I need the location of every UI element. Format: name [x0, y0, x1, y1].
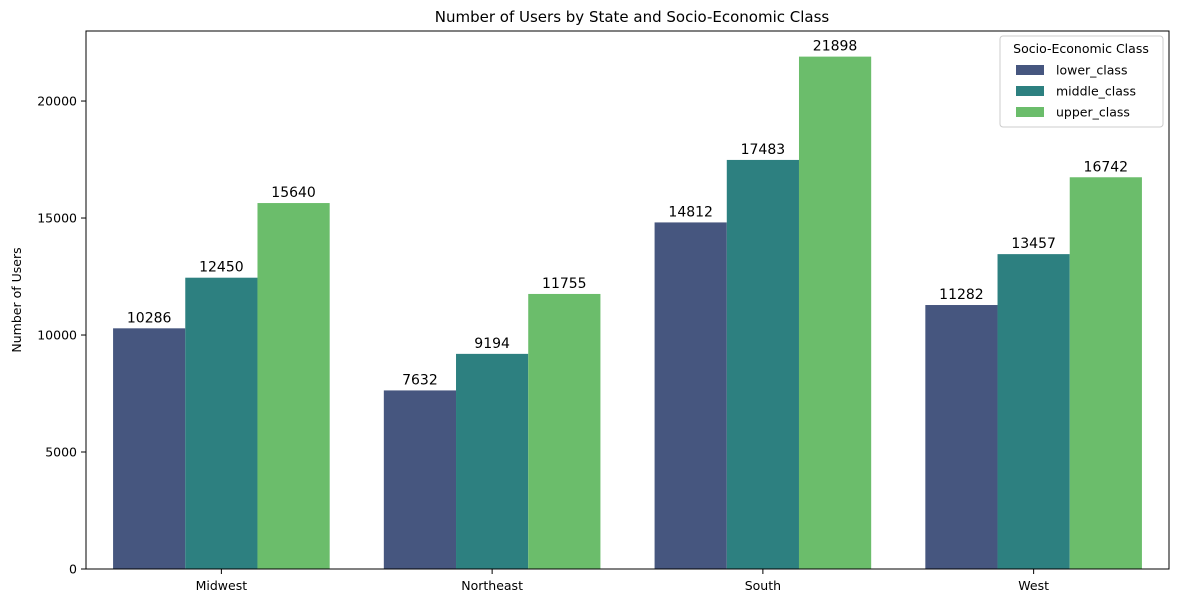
- bar-midwest-lower-class: [113, 328, 186, 569]
- y-tick-label: 20000: [37, 94, 77, 109]
- legend-label-middle-class: middle_class: [1056, 84, 1136, 99]
- x-tick-label: West: [1018, 578, 1049, 593]
- bar-west-lower-class: [925, 305, 998, 569]
- x-tick-label: Northeast: [461, 578, 523, 593]
- y-axis-label: Number of Users: [9, 247, 24, 352]
- x-tick-label: South: [745, 578, 781, 593]
- bar-value-label: 16742: [1084, 159, 1129, 175]
- legend-entries: lower_class middle_class upper_class: [1016, 63, 1136, 120]
- legend-label-lower-class: lower_class: [1056, 63, 1127, 78]
- bar-midwest-upper-class: [257, 203, 330, 570]
- legend-label-upper-class: upper_class: [1056, 105, 1130, 120]
- legend-swatch-upper-class: [1016, 107, 1044, 117]
- bars-group: [113, 56, 1142, 570]
- legend-box: [999, 35, 1164, 128]
- y-tick-label: 5000: [45, 445, 77, 460]
- y-tick-label: 0: [69, 562, 77, 577]
- plot-frame: [85, 30, 1170, 570]
- bar-value-label: 13457: [1011, 236, 1056, 252]
- x-axis: Midwest Northeast South West: [196, 569, 1049, 593]
- bar-value-label: 14812: [668, 204, 713, 220]
- y-tick-label: 15000: [37, 211, 77, 226]
- bar-value-label: 21898: [813, 39, 858, 55]
- bar-south-lower-class: [654, 222, 727, 570]
- bar-midwest-middle-class: [185, 277, 258, 569]
- chart-title: Number of Users by State and Socio-Econo…: [435, 8, 830, 26]
- bar-west-upper-class: [1069, 177, 1142, 569]
- bar-labels-group: 10286 12450 15640 7632 9194 11755 14812 17483 21…: [127, 39, 1128, 389]
- bar-value-label: 12450: [199, 260, 244, 276]
- bar-south-upper-class: [798, 56, 872, 570]
- bar-value-label: 9194: [474, 336, 510, 352]
- y-tick-label: 10000: [37, 328, 77, 343]
- legend-title: Socio-Economic Class: [1013, 41, 1149, 56]
- bar-value-label: 11282: [939, 287, 984, 303]
- x-tick-label: Midwest: [196, 578, 248, 593]
- bar-value-label: 15640: [271, 185, 316, 201]
- bar-value-label: 10286: [127, 310, 172, 326]
- y-axis: 0 5000 10000 15000 20000: [37, 94, 86, 577]
- bar-northeast-lower-class: [383, 390, 457, 569]
- legend: Socio-Economic Class lower_class middle_c…: [999, 35, 1164, 128]
- legend-swatch-lower-class: [1016, 65, 1044, 75]
- bar-south-middle-class: [726, 159, 799, 569]
- bar-value-label: 7632: [402, 372, 438, 388]
- bar-northeast-upper-class: [528, 293, 601, 569]
- bar-northeast-middle-class: [456, 353, 529, 569]
- bar-west-middle-class: [997, 254, 1070, 569]
- bar-value-label: 11755: [542, 276, 587, 292]
- bar-value-label: 17483: [741, 142, 786, 158]
- legend-swatch-middle-class: [1016, 86, 1044, 96]
